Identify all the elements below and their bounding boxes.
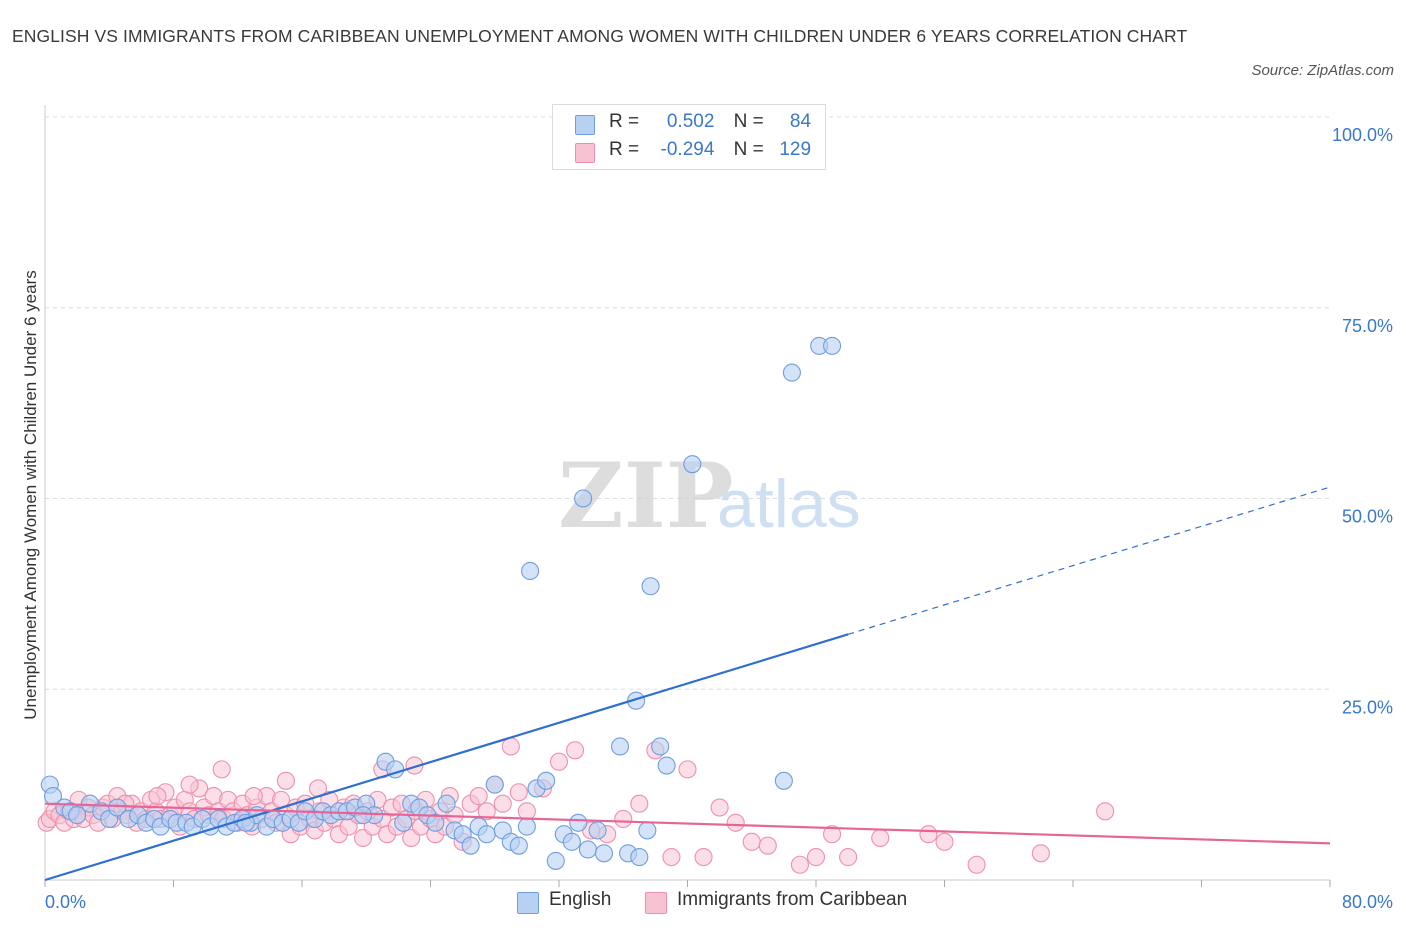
english-trend-line — [44, 633, 849, 882]
english-point — [594, 844, 614, 863]
legend-r-label: R = — [609, 111, 640, 132]
bottom-legend-label-english: English — [549, 889, 612, 910]
english-point — [477, 825, 496, 844]
caribbean-point — [694, 848, 713, 867]
caribbean-point — [509, 783, 528, 802]
grid-lines — [45, 116, 1330, 690]
english-point — [461, 836, 480, 855]
chart-title: ENGLISH VS IMMIGRANTS FROM CARIBBEAN UNE… — [12, 26, 1188, 46]
english-point — [569, 813, 588, 832]
english-point — [353, 806, 373, 825]
caribbean-point — [405, 756, 424, 775]
legend-n-label: N = — [733, 111, 764, 132]
english-point — [521, 561, 540, 581]
caribbean-point — [919, 825, 938, 844]
english-point — [610, 737, 630, 756]
english-point — [426, 813, 445, 832]
english-point — [546, 851, 565, 870]
english-trend-extension — [847, 486, 1331, 635]
caribbean-point — [549, 752, 569, 771]
caribbean-point — [758, 836, 777, 855]
english-point — [485, 775, 504, 794]
x-tick-label: 0.0% — [45, 892, 86, 912]
legend-swatch-caribbean — [575, 143, 595, 163]
legend-r-value: -0.294 — [660, 139, 715, 160]
caribbean-point — [871, 828, 890, 848]
tick-labels: 25.0% 50.0% 75.0% 100.0% 0.0% 80.0% — [45, 125, 1393, 912]
caribbean-points — [37, 737, 1115, 874]
english-point — [509, 836, 528, 855]
english-point — [683, 455, 702, 474]
english-point — [437, 794, 456, 813]
caribbean-point — [823, 825, 842, 844]
y-tick-label: 50.0% — [1342, 507, 1393, 527]
bottom-legend-label-caribbean: Immigrants from Caribbean — [677, 889, 908, 910]
bottom-legend-swatch-english — [517, 892, 539, 914]
caribbean-point — [806, 848, 826, 867]
caribbean-point — [630, 794, 649, 813]
y-tick-label: 25.0% — [1342, 697, 1393, 717]
caribbean-point — [662, 848, 681, 867]
caribbean-point — [148, 787, 167, 806]
caribbean-point — [477, 802, 496, 821]
caribbean-point — [244, 787, 263, 806]
legend-swatch-english — [575, 115, 595, 135]
english-point — [641, 577, 660, 596]
y-tick-label: 100.0% — [1332, 125, 1393, 145]
caribbean-point — [566, 741, 585, 760]
english-point — [651, 737, 670, 756]
legend-r-value: 0.502 — [666, 111, 715, 132]
caribbean-point — [1096, 802, 1115, 821]
legend-n-value: 129 — [779, 139, 812, 160]
caribbean-point — [501, 737, 520, 756]
caribbean-point — [614, 809, 633, 829]
caribbean-point — [726, 813, 745, 832]
x-tick-label: 80.0% — [1342, 892, 1393, 912]
english-point — [578, 840, 597, 859]
legend-n-value: 84 — [789, 111, 812, 132]
y-axis-label: Unemployment Among Women with Children U… — [21, 270, 40, 719]
caribbean-point — [935, 832, 954, 851]
y-tick-label: 75.0% — [1342, 316, 1393, 336]
english-point — [588, 821, 607, 840]
english-point — [394, 813, 413, 832]
caribbean-point — [276, 771, 295, 790]
legend-r-label: R = — [609, 139, 640, 160]
bottom-legend-swatch-caribbean — [645, 892, 667, 914]
caribbean-point — [742, 832, 761, 851]
caribbean-point — [967, 855, 986, 874]
english-point — [774, 771, 793, 790]
caribbean-point — [839, 848, 858, 867]
caribbean-point — [212, 760, 231, 779]
caribbean-point — [678, 760, 697, 779]
caribbean-point — [493, 794, 512, 813]
watermark-atlas: atlas — [717, 466, 861, 542]
english-point — [823, 336, 842, 355]
english-points — [40, 336, 842, 870]
source-label: Source: ZipAtlas.com — [1251, 62, 1394, 79]
caribbean-point — [469, 787, 488, 806]
caribbean-point — [180, 775, 199, 794]
english-point — [236, 813, 255, 832]
english-point — [108, 798, 127, 817]
english-point — [638, 821, 657, 840]
axes — [44, 105, 1331, 887]
english-point — [517, 817, 536, 836]
caribbean-point — [710, 798, 729, 817]
caribbean-point — [517, 802, 536, 821]
legend-n-label: N = — [733, 139, 764, 160]
trend-lines — [44, 486, 1331, 882]
english-point — [630, 848, 649, 867]
english-point — [562, 832, 581, 851]
caribbean-trend-line — [44, 802, 1331, 845]
english-point — [537, 771, 556, 790]
english-point — [657, 756, 676, 775]
english-point — [782, 363, 801, 382]
english-point — [574, 489, 593, 508]
caribbean-point — [1031, 844, 1050, 863]
caribbean-point — [790, 855, 809, 874]
english-point — [68, 806, 87, 825]
correlation-legend: R = 0.502 N = 84 R = -0.294 N = 129 — [552, 104, 826, 170]
